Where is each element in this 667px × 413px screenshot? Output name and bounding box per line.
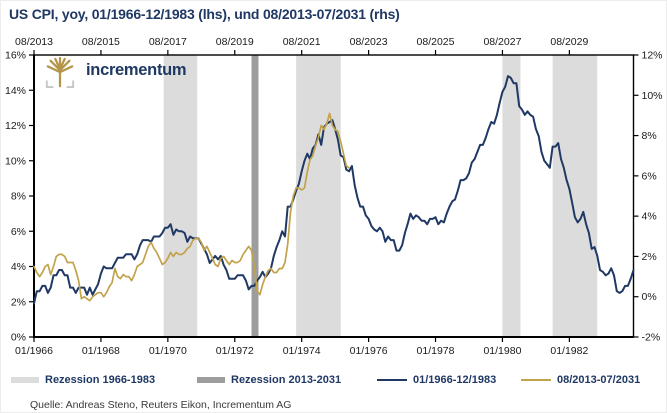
bottom-axis-tick-label: 01/1978 bbox=[417, 345, 455, 357]
legend-label: 08/2013-07/2031 bbox=[557, 374, 641, 386]
bottom-axis-tick-label: 01/1972 bbox=[216, 345, 254, 357]
incrementum-logo: incrementum bbox=[43, 57, 187, 89]
bottom-axis-tick-label: 01/1966 bbox=[15, 345, 53, 357]
recession-band bbox=[251, 55, 259, 337]
bottom-axis-tick-label: 01/1982 bbox=[550, 345, 588, 357]
bottom-axis-tick-label: 01/1970 bbox=[149, 345, 187, 357]
top-axis-tick-label: 08/2025 bbox=[417, 36, 455, 48]
legend-item-series-1966: 01/1966-12/1983 bbox=[377, 372, 496, 388]
right-axis-tick-label: 0% bbox=[642, 291, 657, 303]
top-axis-tick-label: 08/2021 bbox=[283, 36, 321, 48]
right-axis-tick-label: 4% bbox=[642, 211, 657, 223]
top-axis-tick-label: 08/2013 bbox=[15, 36, 53, 48]
top-axis-tick-label: 08/2015 bbox=[82, 36, 120, 48]
recession-band bbox=[163, 55, 198, 337]
top-axis-tick-label: 08/2019 bbox=[216, 36, 254, 48]
right-axis-tick-label: 8% bbox=[642, 130, 657, 142]
series-1966-swatch bbox=[377, 379, 407, 381]
series-line-0 bbox=[33, 75, 635, 305]
legend: Rezession 1966-1983 Rezession 2013-2031 … bbox=[1, 372, 666, 388]
incrementum-tree-icon bbox=[45, 57, 75, 89]
right-axis-tick-label: 6% bbox=[642, 170, 657, 182]
bottom-axis-tick-label: 01/1968 bbox=[82, 345, 120, 357]
left-axis-tick-label: 0% bbox=[11, 332, 26, 344]
recession-1966-swatch bbox=[11, 377, 39, 383]
left-axis-tick-label: 2% bbox=[11, 296, 26, 308]
bottom-axis-tick-label: 01/1980 bbox=[483, 345, 521, 357]
logo-text: incrementum bbox=[86, 60, 187, 79]
top-axis-tick-label: 08/2023 bbox=[350, 36, 388, 48]
series-line-1 bbox=[33, 112, 350, 302]
source-text: Quelle: Andreas Steno, Reuters Eikon, In… bbox=[30, 399, 292, 411]
legend-item-series-2013: 08/2013-07/2031 bbox=[521, 372, 640, 388]
legend-label: Rezession 1966-1983 bbox=[45, 374, 156, 386]
top-axis-tick-label: 08/2017 bbox=[149, 36, 187, 48]
right-axis-tick-label: -2% bbox=[642, 332, 661, 344]
left-axis-tick-label: 6% bbox=[11, 226, 26, 238]
recession-band bbox=[296, 55, 341, 337]
left-axis-tick-label: 14% bbox=[5, 85, 26, 97]
top-axis-tick-label: 08/2029 bbox=[550, 36, 588, 48]
recession-band bbox=[552, 55, 598, 337]
bottom-axis-tick-label: 01/1976 bbox=[350, 345, 388, 357]
right-axis-tick-label: 2% bbox=[642, 251, 657, 263]
left-axis-tick-label: 16% bbox=[5, 50, 26, 62]
bottom-axis-tick-label: 01/1974 bbox=[283, 345, 321, 357]
legend-label: 01/1966-12/1983 bbox=[413, 374, 497, 386]
right-axis-tick-label: 10% bbox=[642, 90, 663, 102]
left-axis-tick-label: 8% bbox=[11, 191, 26, 203]
right-axis-tick-label: 12% bbox=[642, 50, 663, 62]
legend-label: Rezession 2013-2031 bbox=[231, 374, 342, 386]
series-2013-swatch bbox=[521, 379, 551, 381]
top-axis-tick-label: 08/2027 bbox=[483, 36, 521, 48]
chart-title: US CPI, yoy, 01/1966-12/1983 (lhs), und … bbox=[9, 6, 400, 22]
left-axis-tick-label: 10% bbox=[5, 155, 26, 167]
legend-item-recession-1966-1983: Rezession 1966-1983 bbox=[11, 372, 155, 388]
recession-band bbox=[502, 55, 521, 337]
legend-item-recession-2013-2031: Rezession 2013-2031 bbox=[197, 372, 341, 388]
recession-2013-swatch bbox=[197, 377, 225, 383]
left-axis-tick-label: 12% bbox=[5, 120, 26, 132]
left-axis-tick-label: 4% bbox=[11, 261, 26, 273]
